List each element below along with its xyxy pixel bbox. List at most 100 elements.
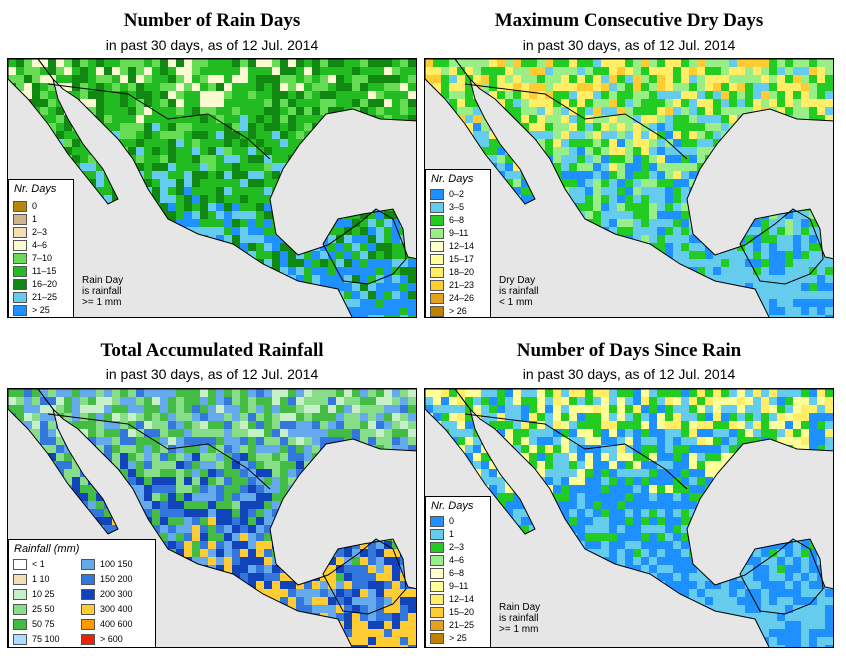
- legend-row: 1 10: [13, 573, 50, 585]
- coastline: [8, 389, 416, 647]
- legend-label: 18–20: [449, 267, 475, 277]
- legend-label: 21–25: [32, 292, 58, 302]
- map-rain-days: Nr. Days 0 1 2–3 4–6 7–10 11–15 16–20 21–25 > 25…: [7, 58, 417, 318]
- legend-row: 6–8: [430, 214, 464, 226]
- legend-note: Dry Day is rainfall < 1 mm: [499, 275, 539, 308]
- legend-label: > 25: [449, 633, 467, 643]
- legend-swatch: [430, 201, 444, 213]
- legend-swatch: [13, 265, 27, 277]
- legend-row: > 25: [430, 632, 467, 644]
- legend-row: 50 75: [13, 618, 55, 630]
- legend-swatch: [430, 541, 444, 553]
- legend-swatch: [13, 633, 27, 645]
- legend-row: > 600: [81, 633, 123, 645]
- legend-swatch: [13, 573, 27, 585]
- legend-title: Nr. Days: [14, 183, 57, 195]
- coastline: [739, 208, 824, 285]
- legend-label: 25 50: [32, 604, 55, 614]
- legend-label: 1: [32, 214, 38, 224]
- legend-row: 12–14: [430, 240, 474, 252]
- border-line: [464, 413, 688, 490]
- legend-label: 16–20: [32, 279, 58, 289]
- legend-row: 7–10: [13, 252, 52, 264]
- legend-swatch: [430, 279, 444, 291]
- legend-row: 18–20: [430, 266, 474, 278]
- legend-row: 0–2: [430, 188, 464, 200]
- border-line: [47, 83, 271, 160]
- border-line: [47, 413, 271, 490]
- legend-label: 21–25: [449, 620, 475, 630]
- legend-title: Nr. Days: [431, 173, 474, 185]
- legend-row: 10 25: [13, 588, 55, 600]
- legend-label: 21–23: [449, 280, 475, 290]
- legend-label: 1 10: [32, 574, 50, 584]
- legend-label: 10 25: [32, 589, 55, 599]
- legend-row: < 1: [13, 558, 45, 570]
- border-line: [464, 83, 688, 160]
- legend-row: > 26: [430, 305, 467, 317]
- legend-label: > 600: [100, 634, 123, 644]
- legend-row: 25 50: [13, 603, 55, 615]
- map-graphic: [425, 389, 833, 647]
- legend-row: 200 300: [81, 588, 133, 600]
- legend-swatch: [430, 619, 444, 631]
- coastline: [425, 389, 833, 647]
- legend-swatch: [430, 528, 444, 540]
- legend-label: 7–10: [32, 253, 53, 263]
- legend-label: 12–14: [449, 594, 475, 604]
- legend-note: Rain Day is rainfall >= 1 mm: [499, 602, 541, 635]
- legend-label: 6–8: [449, 568, 465, 578]
- coastline: [425, 59, 833, 317]
- coastline: [739, 538, 824, 615]
- legend-label: 4–6: [32, 240, 48, 250]
- legend: Nr. Days 0 1 2–3 4–6 7–10 11–15 16–20 21–25 > 25: [8, 179, 74, 317]
- legend-swatch: [430, 606, 444, 618]
- legend-row: 1: [430, 528, 454, 540]
- legend-label: 12–14: [449, 241, 475, 251]
- legend-row: 2–3: [430, 541, 464, 553]
- legend-row: 0: [430, 515, 454, 527]
- legend-row: 15–17: [430, 253, 474, 265]
- legend-row: 3–5: [430, 201, 464, 213]
- legend-row: 21–23: [430, 279, 474, 291]
- legend-row: 21–25: [430, 619, 474, 631]
- legend-swatch: [430, 593, 444, 605]
- legend-swatch: [430, 580, 444, 592]
- legend-row: 1: [13, 213, 37, 225]
- legend-swatch: [430, 515, 444, 527]
- legend-swatch: [430, 567, 444, 579]
- legend-label: < 1: [32, 559, 45, 569]
- legend-swatch: [81, 573, 95, 585]
- legend-label: 15–17: [449, 254, 475, 264]
- legend-label: 0: [449, 516, 455, 526]
- panel-subtitle: in past 30 days, as of 12 Jul. 2014: [522, 366, 736, 382]
- panel-title: Total Accumulated Rainfall: [100, 340, 324, 361]
- legend-swatch: [430, 240, 444, 252]
- panel-title: Number of Days Since Rain: [516, 340, 742, 361]
- legend-label: > 25: [32, 305, 50, 315]
- coastline: [322, 538, 407, 615]
- legend-label: 400 600: [100, 619, 133, 629]
- panel-title: Maximum Consecutive Dry Days: [494, 10, 764, 31]
- legend-swatch: [13, 291, 27, 303]
- coastline: [8, 59, 416, 317]
- legend-swatch: [13, 278, 27, 290]
- legend-label: 3–5: [449, 202, 465, 212]
- legend-swatch: [81, 558, 95, 570]
- legend-label: 200 300: [100, 589, 133, 599]
- legend-swatch: [81, 618, 95, 630]
- panel-title: Number of Rain Days: [123, 10, 301, 31]
- legend-note: Rain Day is rainfall >= 1 mm: [82, 275, 124, 308]
- legend-label: 1: [449, 529, 455, 539]
- legend-row: 9–11: [430, 580, 468, 592]
- legend-swatch: [430, 188, 444, 200]
- legend-row: 12–14: [430, 593, 474, 605]
- legend-label: 75 100: [32, 634, 60, 644]
- legend: Rainfall (mm) < 1 1 10 10 25 25 50 50 75 75 1…: [8, 539, 156, 647]
- legend-swatch: [13, 618, 27, 630]
- coastline: [322, 208, 407, 285]
- legend-swatch: [13, 304, 27, 316]
- legend-swatch: [13, 558, 27, 570]
- legend-row: 150 200: [81, 573, 133, 585]
- legend-label: 300 400: [100, 604, 133, 614]
